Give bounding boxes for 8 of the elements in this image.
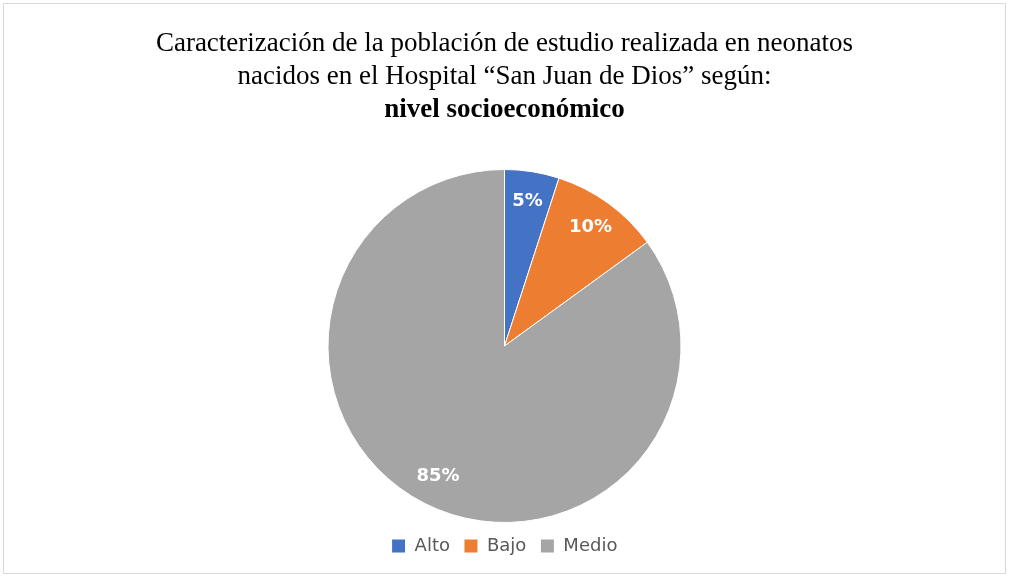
legend-label: Medio (563, 533, 618, 555)
chart-title: Caracterización de la población de estudio realizada en neonatos nacidos en el Hospital “San Juan de Dios” según: (154, 26, 855, 92)
data-label: 5% (512, 188, 543, 210)
data-label: 10% (569, 215, 613, 237)
legend-label: Bajo (486, 533, 527, 555)
chart-subtitle: nivel socioeconómico (383, 92, 626, 125)
legend-label: Alto (414, 533, 450, 555)
data-label: 85% (416, 464, 460, 486)
